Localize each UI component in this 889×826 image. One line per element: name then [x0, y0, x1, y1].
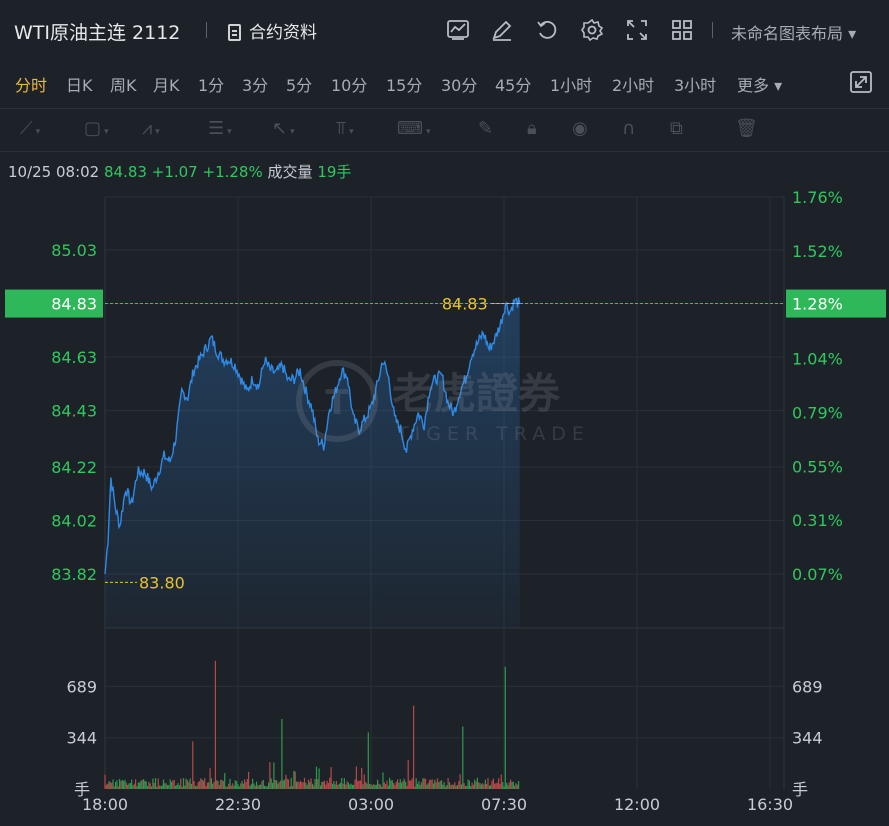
layout-label: 未命名图表布局	[731, 24, 844, 43]
period-tab[interactable]: 10分	[331, 76, 368, 95]
rect-tool-icon[interactable]: ▢ ▾	[84, 118, 109, 139]
fib-tool-icon[interactable]: ☰ ▾	[208, 118, 232, 139]
draw-edit-icon[interactable]	[490, 18, 514, 42]
period-tab[interactable]: 1分	[198, 76, 225, 95]
price-line	[104, 297, 521, 575]
divider	[712, 22, 713, 38]
caret-down-icon: ▾	[848, 24, 857, 43]
divider	[206, 22, 207, 38]
watermark-cn: 老虎證券	[392, 369, 561, 418]
volume-value: 19手	[317, 163, 352, 181]
x-tick: 07:30	[481, 795, 527, 814]
expand-chart-icon[interactable]	[849, 70, 873, 94]
quote-info: 10/25 08:02 84.83 +1.07 +1.28% 成交量 19手	[8, 161, 351, 182]
volume-tick-right: 344	[792, 729, 823, 748]
svg-text:T: T	[325, 383, 349, 423]
indicator-icon[interactable]	[446, 18, 470, 42]
y-tick-left: 84.22	[51, 458, 97, 477]
y-tick-right: 0.07%	[792, 565, 843, 584]
header: WTI原油主连 2112 合约资料 未命名图表布局 ▾	[0, 0, 889, 60]
layout-selector[interactable]: 未命名图表布局 ▾	[731, 20, 856, 44]
arrow-tool-icon[interactable]: ↖ ▾	[272, 118, 295, 139]
period-tab[interactable]: 更多 ▾	[737, 76, 783, 95]
wave-tool-icon[interactable]: ⩘ ▾	[142, 118, 160, 139]
period-tab[interactable]: 5分	[286, 76, 313, 95]
period-tab[interactable]: 2小时	[612, 76, 655, 95]
pen-icon[interactable]: ✎	[478, 118, 494, 139]
y-tick-left: 84.43	[51, 402, 97, 421]
period-tab[interactable]: 30分	[441, 76, 478, 95]
period-tab[interactable]: 日K	[66, 76, 93, 95]
contract-info-label: 合约资料	[249, 23, 317, 43]
period-tab[interactable]: 1小时	[550, 76, 593, 95]
volume-tick-left: 689	[66, 677, 97, 696]
x-tick: 03:00	[348, 795, 394, 814]
reset-icon[interactable]	[535, 18, 559, 42]
y-tick-right: 1.76%	[792, 188, 843, 207]
volume-tick-right: 689	[792, 677, 823, 696]
current-price-label-left: 84.83	[51, 295, 97, 314]
period-tab[interactable]: 分时	[15, 76, 48, 95]
y-tick-right: 0.31%	[792, 511, 843, 530]
measure-tool-icon[interactable]: ⫪ ▾	[336, 118, 354, 139]
x-tick: 16:30	[747, 795, 793, 814]
lock-icon[interactable]: 🔒︎	[527, 118, 537, 139]
grid-layout-icon[interactable]	[670, 18, 694, 42]
period-tab[interactable]: 45分	[495, 76, 532, 95]
quote-datetime: 10/25 08:02	[8, 163, 100, 181]
period-tab[interactable]: 3小时	[674, 76, 717, 95]
eye-icon[interactable]: ◉	[572, 118, 588, 139]
settings-icon[interactable]	[580, 18, 604, 42]
quote-change-pct: +1.28%	[202, 163, 263, 181]
price-area	[105, 297, 520, 628]
copy-icon[interactable]: ⧉	[670, 118, 683, 139]
y-tick-right: 0.79%	[792, 403, 843, 422]
label-tool-icon[interactable]: ⌨ ▾	[397, 118, 431, 139]
watermark: T 老虎證券 TIGER TRADE	[292, 356, 612, 456]
current-price-label-right: 1.28%	[792, 295, 843, 314]
volume-tick-left: 344	[66, 729, 97, 748]
current-price-badge-left	[5, 289, 103, 318]
line-tool-icon[interactable]: ⟋ ▾	[20, 118, 41, 139]
x-tick: 12:00	[614, 795, 660, 814]
y-tick-left: 84.02	[51, 511, 97, 530]
period-tab[interactable]: 月K	[153, 76, 180, 95]
quote-change: +1.07	[151, 163, 198, 181]
drawing-toolbar: ⟋ ▾ ▢ ▾ ⩘ ▾ ☰ ▾ ↖ ▾ ⫪ ▾ ⌨ ▾ ✎ 🔒︎ ◉ ∩ ⧉ 🗑︎	[0, 108, 889, 152]
volume-tick-left: 手	[74, 780, 90, 799]
y-tick-right: 1.52%	[792, 242, 843, 261]
volume-tick-right: 手	[792, 780, 808, 799]
y-tick-left: 84.63	[51, 348, 97, 367]
contract-info-button[interactable]: 合约资料	[228, 18, 317, 43]
period-tab[interactable]: 3分	[242, 76, 269, 95]
chart-panel[interactable]: 85.03 84.63 84.43 84.22 84.02 83.82 1.76% 1.52%…	[0, 186, 889, 822]
period-tab[interactable]: 15分	[386, 76, 423, 95]
y-tick-left: 85.03	[51, 241, 97, 260]
volume-label: 成交量	[267, 163, 313, 181]
current-price-badge-right	[786, 289, 886, 318]
instrument-title[interactable]: WTI原油主连 2112	[14, 22, 181, 44]
period-tabs: 分时 日K 周K 月K 1分 3分 5分 10分 15分 30分 45分 1小时 2小时 3小时 更多 ▾	[0, 60, 889, 106]
magnet-icon[interactable]: ∩	[622, 118, 636, 139]
y-tick-right: 1.04%	[792, 350, 843, 369]
intraday-chart[interactable]: 85.03 84.63 84.43 84.22 84.02 83.82 1.76% 1.52%…	[0, 186, 889, 822]
fullscreen-icon[interactable]	[625, 18, 649, 42]
quote-price: 84.83	[104, 163, 147, 181]
watermark-en: TIGER TRADE	[396, 423, 590, 445]
document-icon	[228, 24, 241, 41]
x-tick: 18:00	[82, 795, 128, 814]
y-tick-right: 0.55%	[792, 457, 843, 476]
high-annotation: 84.83	[442, 295, 488, 314]
y-tick-left: 83.82	[51, 565, 97, 584]
period-tab[interactable]: 周K	[110, 76, 137, 95]
low-annotation: 83.80	[139, 573, 185, 592]
trash-icon[interactable]: 🗑︎	[735, 118, 758, 139]
x-tick: 22:30	[215, 795, 261, 814]
